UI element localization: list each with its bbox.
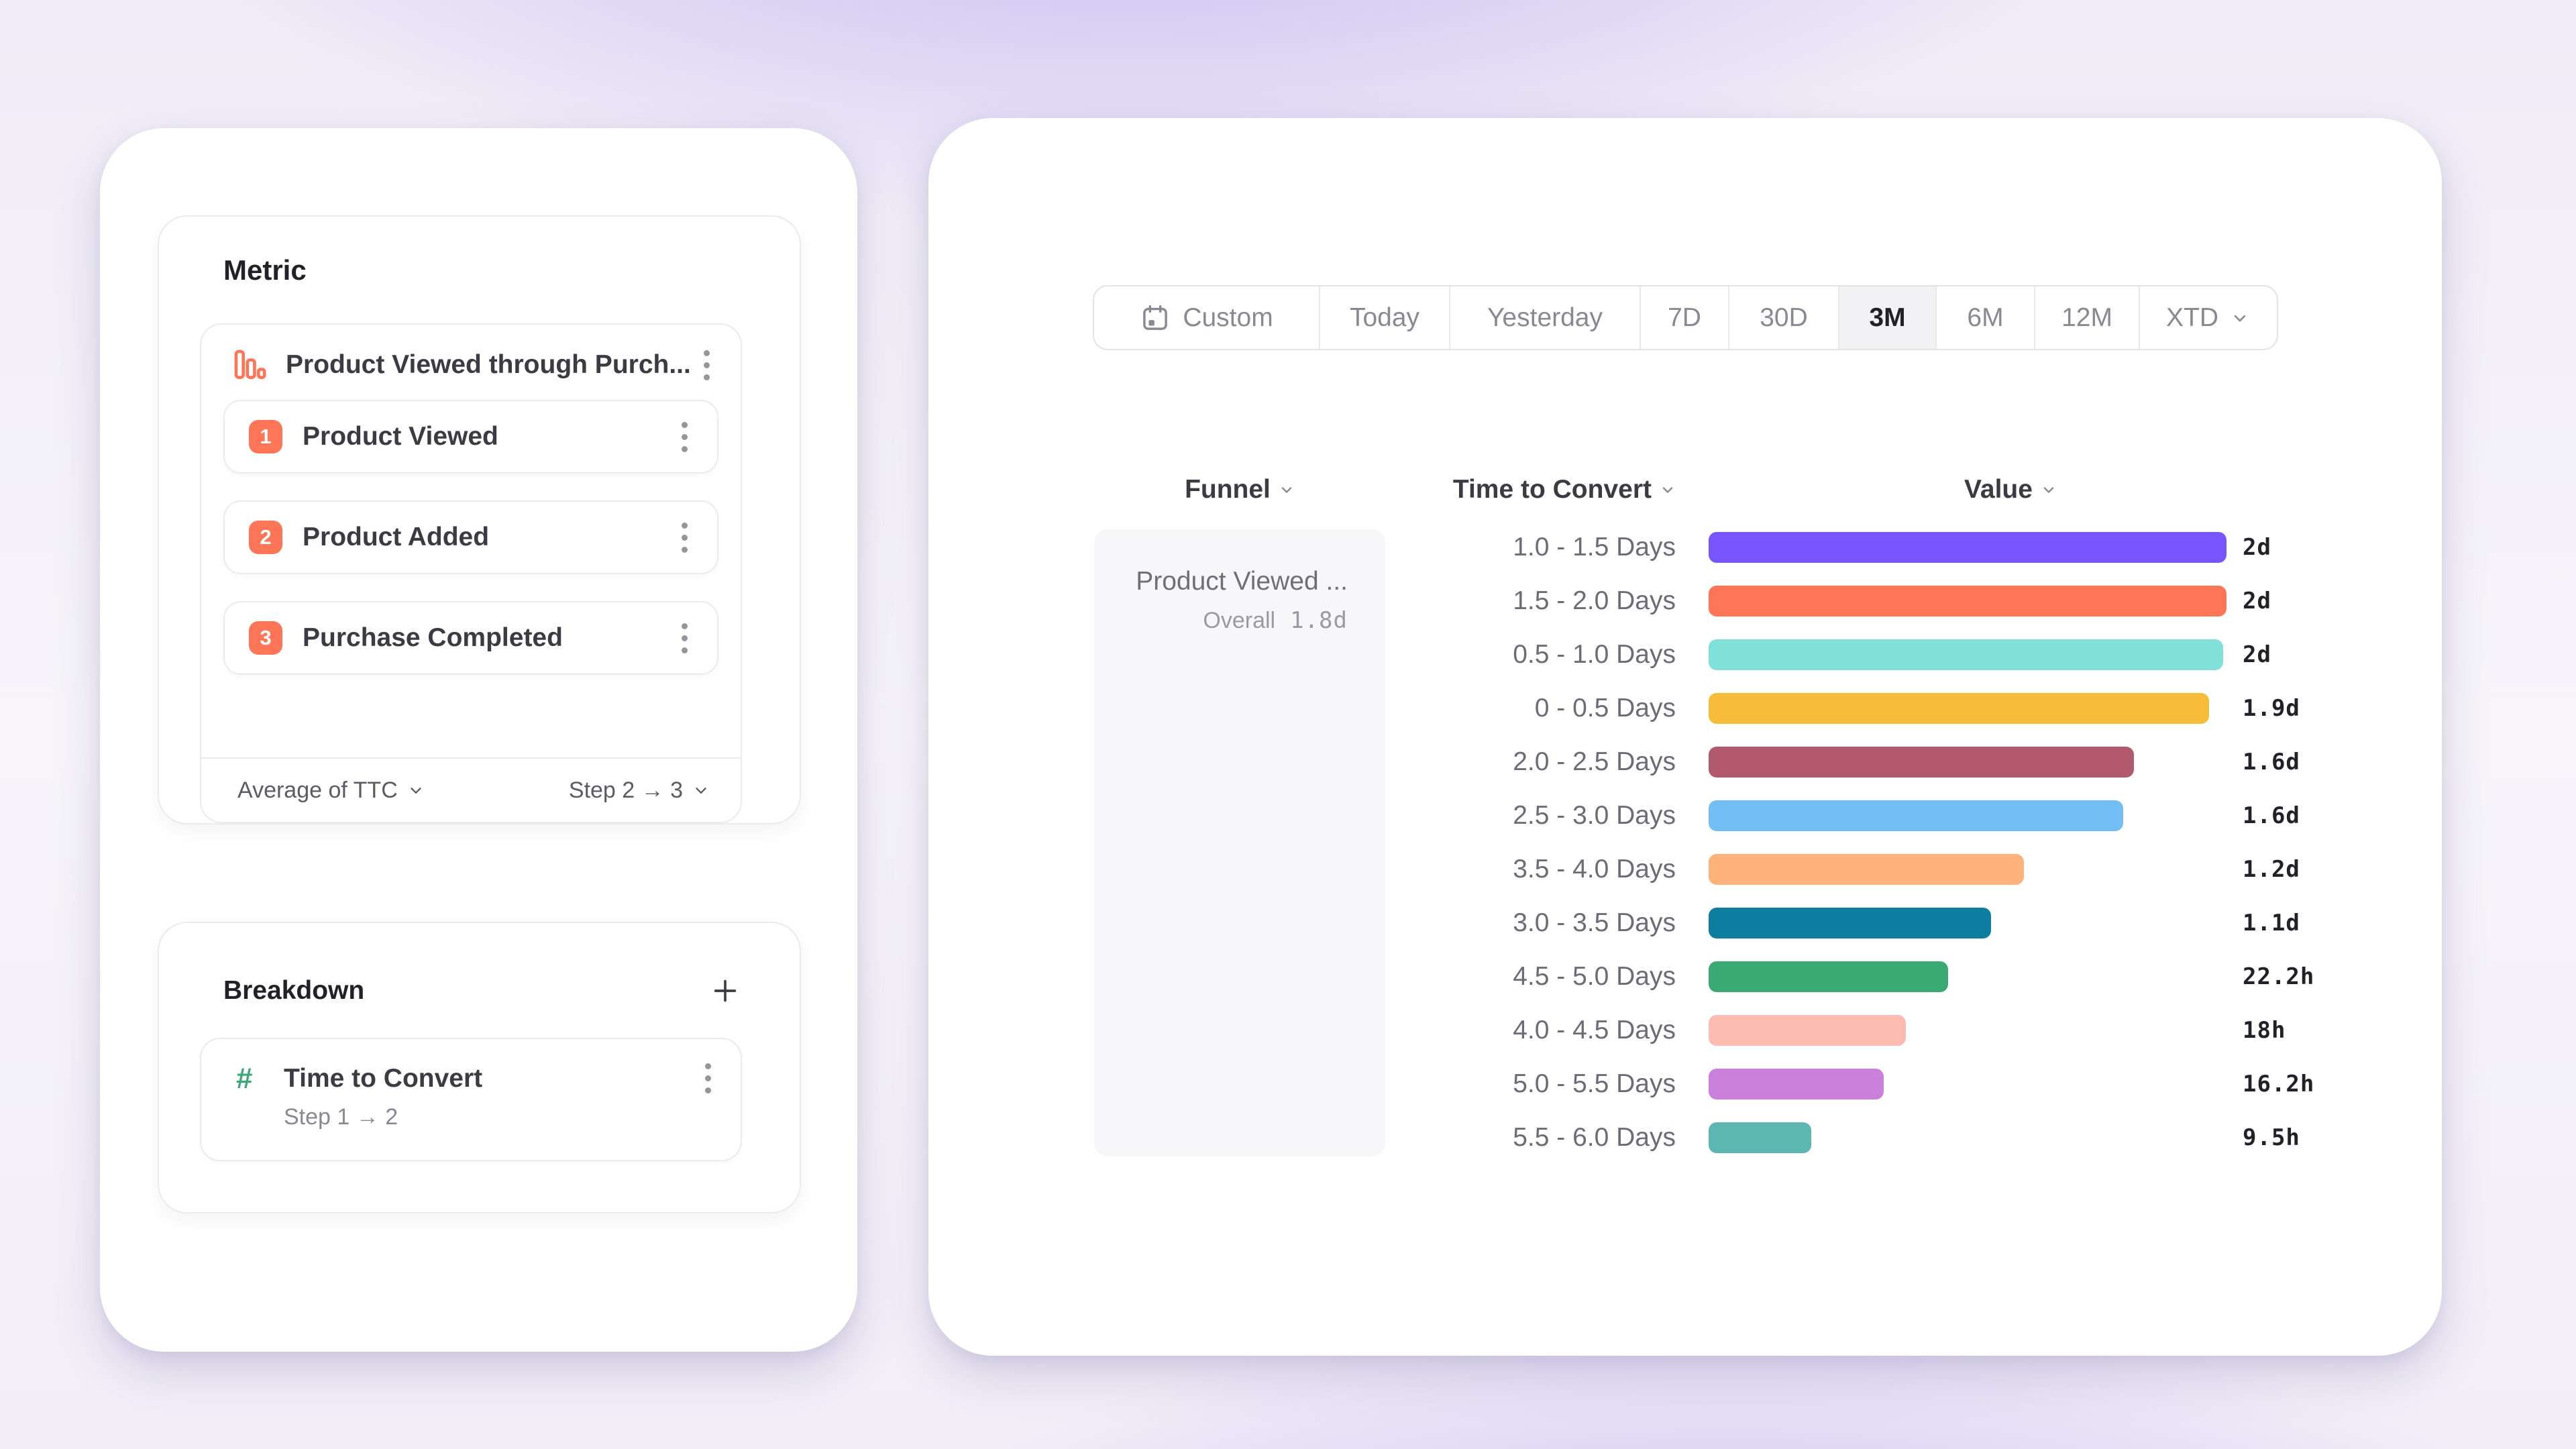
breakdown-property-box[interactable]: # Time to Convert Step 1 → 2 xyxy=(200,1038,742,1161)
add-breakdown-button[interactable] xyxy=(710,975,741,1006)
column-header-time-to-convert[interactable]: Time to Convert xyxy=(1394,466,1676,514)
numeric-property-hash-icon: # xyxy=(236,1061,253,1095)
column-header-value[interactable]: Value xyxy=(1709,466,2312,514)
step-kebab-menu-icon[interactable] xyxy=(678,418,692,456)
measurement-dropdown[interactable]: Average of TTC xyxy=(237,777,425,804)
table-row: 1.5 - 2.0 Days 2d xyxy=(1513,586,2271,616)
query-builder-panel: Metric Product Viewed through Purch... 1 xyxy=(100,128,857,1352)
funnel-chart-icon xyxy=(231,346,268,384)
date-range-picker: Custom Today Yesterday 7D 30D 3M 6M 12M … xyxy=(1093,285,2278,350)
table-row: 3.0 - 3.5 Days 1.1d xyxy=(1513,908,2300,938)
bar-chart-rows: 1.0 - 1.5 Days 2d 1.5 - 2.0 Days 2d 0.5 … xyxy=(1394,521,2440,1165)
plus-icon xyxy=(714,979,737,1002)
funnel-cell-overall: Overall 1.8d xyxy=(1203,607,1348,634)
calendar-icon xyxy=(1143,305,1168,330)
funnel-step-1[interactable]: 1 Product Viewed xyxy=(223,400,718,474)
table-row: 1.0 - 1.5 Days 2d xyxy=(1513,532,2271,563)
funnel-step-2[interactable]: 2 Product Added xyxy=(223,500,718,574)
column-header-funnel[interactable]: Funnel xyxy=(1094,466,1385,514)
date-option-today[interactable]: Today xyxy=(1319,286,1449,349)
breakdown-property-detail: Step 1 → 2 xyxy=(284,1104,398,1130)
report-panel: Custom Today Yesterday 7D 30D 3M 6M 12M … xyxy=(928,118,2442,1356)
breakdown-kebab-menu-icon[interactable] xyxy=(701,1059,715,1097)
step-label: Purchase Completed xyxy=(303,623,563,652)
chevron-down-icon xyxy=(696,788,706,794)
table-row: 5.5 - 6.0 Days 9.5h xyxy=(1513,1122,2300,1153)
date-option-7d[interactable]: 7D xyxy=(1640,286,1728,349)
funnel-metric-group: Product Viewed through Purch... 1 Produc… xyxy=(200,323,742,823)
date-option-custom[interactable]: Custom xyxy=(1094,286,1319,349)
table-row: 2.0 - 2.5 Days 1.6d xyxy=(1513,747,2300,777)
value-bar[interactable] xyxy=(1709,961,1949,992)
date-option-3m-selected[interactable]: 3M xyxy=(1838,286,1935,349)
metric-section-title: Metric xyxy=(223,254,307,286)
value-bar[interactable] xyxy=(1709,693,2210,724)
funnel-metric-title: Product Viewed through Purch... xyxy=(286,350,691,379)
value-bar[interactable] xyxy=(1709,1122,1811,1153)
chevron-down-icon xyxy=(2234,315,2246,321)
chevron-down-icon xyxy=(1662,487,1673,493)
value-bar[interactable] xyxy=(1709,532,2226,563)
step-label: Product Added xyxy=(303,523,490,551)
funnel-metric-footer: Average of TTC Step 2 → 3 xyxy=(201,757,741,822)
date-option-12m[interactable]: 12M xyxy=(2034,286,2139,349)
funnel-metric-header[interactable]: Product Viewed through Purch... xyxy=(201,325,741,400)
value-bar[interactable] xyxy=(1709,639,2224,670)
value-bar[interactable] xyxy=(1709,908,1992,938)
chevron-down-icon xyxy=(411,788,421,794)
funnel-kebab-menu-icon[interactable] xyxy=(700,346,714,384)
table-row: 3.5 - 4.0 Days 1.2d xyxy=(1513,854,2300,885)
date-option-yesterday[interactable]: Yesterday xyxy=(1449,286,1640,349)
step-number-badge: 3 xyxy=(249,621,282,655)
step-number-badge: 1 xyxy=(249,420,282,453)
step-number-badge: 2 xyxy=(249,521,282,554)
value-bar[interactable] xyxy=(1709,854,2024,885)
table-row: 4.5 - 5.0 Days 22.2h xyxy=(1513,961,2315,992)
table-row: 2.5 - 3.0 Days 1.6d xyxy=(1513,800,2300,831)
table-row: 4.0 - 4.5 Days 18h xyxy=(1513,1015,2286,1046)
step-kebab-menu-icon[interactable] xyxy=(678,619,692,657)
metric-card: Metric Product Viewed through Purch... 1 xyxy=(158,215,801,824)
breakdown-card: Breakdown # Time to Convert Step 1 → 2 xyxy=(158,922,801,1214)
funnel-step-3[interactable]: 3 Purchase Completed xyxy=(223,601,718,675)
date-option-xtd[interactable]: XTD xyxy=(2139,286,2275,349)
table-row: 5.0 - 5.5 Days 16.2h xyxy=(1513,1069,2315,1099)
value-bar[interactable] xyxy=(1709,747,2134,777)
chevron-down-icon xyxy=(2043,487,2054,493)
date-option-6m[interactable]: 6M xyxy=(1935,286,2034,349)
funnel-group-cell: Product Viewed ... Overall 1.8d xyxy=(1094,529,1385,1157)
value-bar[interactable] xyxy=(1709,1015,1907,1046)
step-kebab-menu-icon[interactable] xyxy=(678,519,692,557)
value-bar[interactable] xyxy=(1709,1069,1884,1099)
table-row: 0 - 0.5 Days 1.9d xyxy=(1534,693,2300,724)
funnel-cell-title: Product Viewed ... xyxy=(1136,567,1348,596)
value-bar[interactable] xyxy=(1709,586,2226,616)
breakdown-property-name: Time to Convert xyxy=(284,1063,483,1093)
value-bar[interactable] xyxy=(1709,800,2123,831)
table-row: 0.5 - 1.0 Days 2d xyxy=(1513,639,2271,670)
chevron-down-icon xyxy=(1281,487,1292,493)
step-range-dropdown[interactable]: Step 2 → 3 xyxy=(569,777,710,804)
breakdown-section-title: Breakdown xyxy=(223,976,365,1005)
step-label: Product Viewed xyxy=(303,422,498,451)
date-option-30d[interactable]: 30D xyxy=(1728,286,1838,349)
